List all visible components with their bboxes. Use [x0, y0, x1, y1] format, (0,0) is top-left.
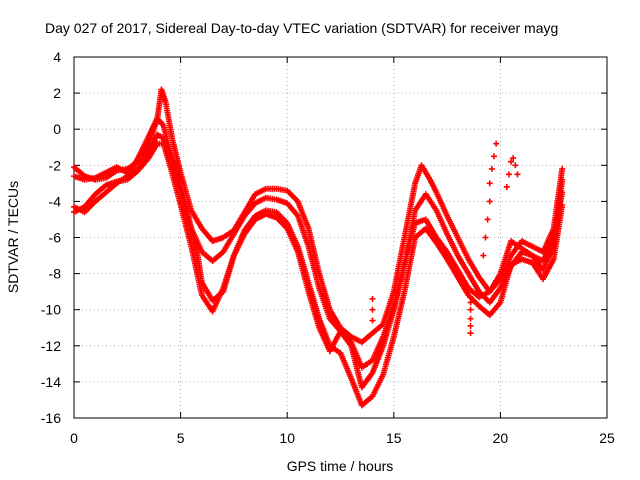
- chart-title: Day 027 of 2017, Sidereal Day-to-day VTE…: [45, 20, 558, 36]
- data-point: [493, 140, 500, 147]
- y-tick-label: 0: [53, 121, 61, 137]
- data-point: [467, 306, 474, 313]
- data-point: [484, 216, 491, 223]
- x-axis-label: GPS time / hours: [287, 458, 394, 474]
- data-series: [71, 86, 566, 409]
- y-tick-label: 2: [53, 85, 61, 101]
- data-point: [488, 165, 495, 172]
- data-point: [467, 330, 474, 337]
- y-tick-labels: -16 -14 -12 -10 -8 -6 -4 -2 0 2 4: [41, 49, 61, 426]
- data-point: [467, 322, 474, 329]
- data-point: [486, 180, 493, 187]
- x-tick-labels: 0 5 10 15 20 25: [70, 430, 615, 446]
- plot-frame: [73, 56, 608, 419]
- y-tick-label: -2: [49, 157, 62, 173]
- data-point: [510, 155, 517, 162]
- series-track-4: [71, 140, 566, 391]
- y-tick-label: -10: [41, 302, 61, 318]
- data-point: [467, 315, 474, 322]
- x-tick-label: 25: [599, 430, 615, 446]
- data-point: [505, 171, 512, 178]
- y-tick-label: -8: [49, 266, 62, 282]
- data-point: [491, 153, 498, 160]
- y-tick-label: -6: [49, 230, 62, 246]
- data-point: [508, 158, 515, 165]
- y-tick-label: -16: [41, 410, 61, 426]
- data-point: [514, 171, 521, 178]
- data-point: [503, 183, 510, 190]
- x-tick-label: 20: [493, 430, 509, 446]
- y-tick-label: -12: [41, 338, 61, 354]
- series-spikes: [369, 140, 521, 337]
- x-tick-label: 15: [386, 430, 402, 446]
- y-tick-label: -14: [41, 374, 61, 390]
- axis-ticks: [73, 56, 608, 419]
- data-point: [369, 295, 376, 302]
- data-point: [482, 234, 489, 241]
- y-tick-label: -4: [49, 193, 62, 209]
- x-tick-label: 0: [70, 430, 78, 446]
- y-axis-label: SDTVAR / TECUs: [5, 181, 21, 293]
- grid: [74, 57, 607, 418]
- y-tick-label: 4: [53, 49, 61, 65]
- x-tick-label: 10: [279, 430, 295, 446]
- data-point: [559, 176, 566, 183]
- data-point: [512, 162, 519, 169]
- data-point: [480, 252, 487, 259]
- data-point: [467, 299, 474, 306]
- x-tick-label: 5: [177, 430, 185, 446]
- data-point: [559, 165, 566, 172]
- data-point: [369, 306, 376, 313]
- data-point: [369, 317, 376, 324]
- data-point: [486, 198, 493, 205]
